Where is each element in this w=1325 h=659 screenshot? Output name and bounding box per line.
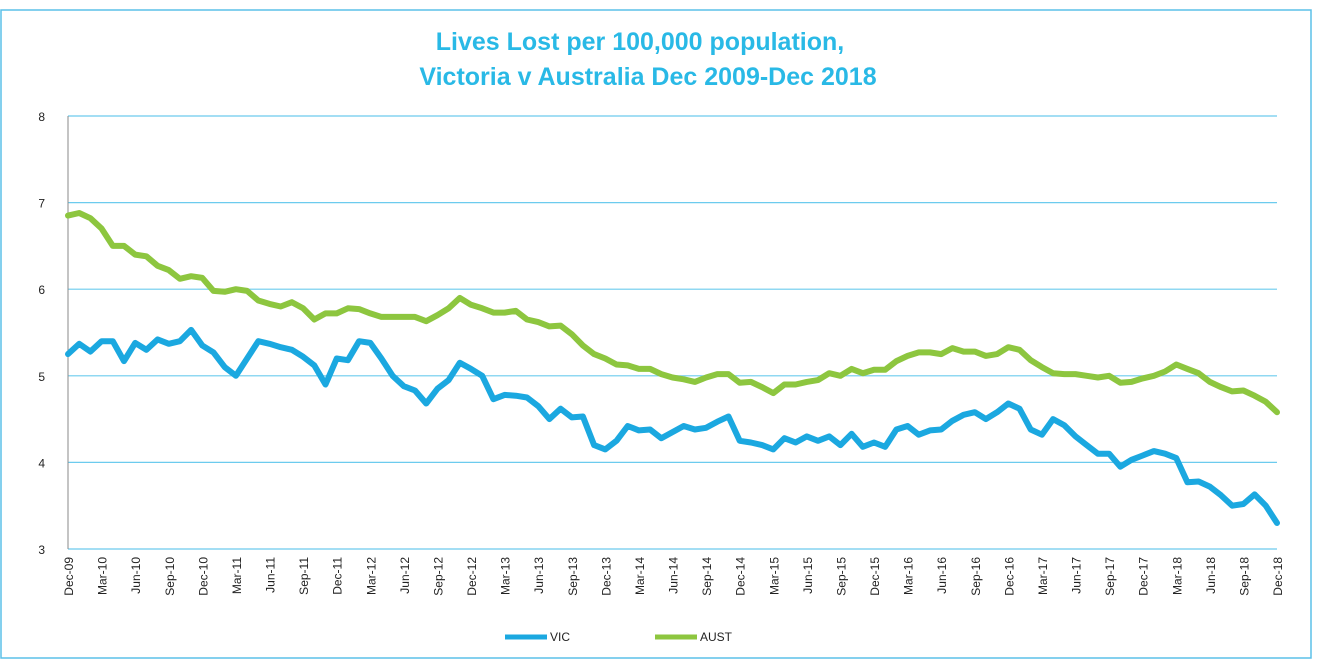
x-tick-label: Jun-10 bbox=[129, 557, 143, 594]
x-tick-label: Mar-14 bbox=[633, 557, 647, 595]
x-tick-label: Sep-18 bbox=[1237, 557, 1251, 596]
x-tick-label: Sep-17 bbox=[1103, 557, 1117, 596]
x-tick-label: Jun-12 bbox=[398, 557, 412, 594]
x-tick-label: Sep-12 bbox=[431, 557, 445, 596]
x-tick-label: Sep-14 bbox=[700, 557, 714, 596]
x-tick-label: Dec-15 bbox=[868, 557, 882, 596]
legend-label: VIC bbox=[550, 630, 570, 644]
x-tick-label: Jun-13 bbox=[532, 557, 546, 594]
x-tick-label: Jun-11 bbox=[264, 557, 278, 593]
legend-label: AUST bbox=[700, 630, 733, 644]
x-tick-label: Dec-10 bbox=[196, 557, 210, 596]
x-tick-label: Mar-18 bbox=[1170, 557, 1184, 595]
x-tick-label: Sep-13 bbox=[566, 557, 580, 596]
x-tick-label: Dec-13 bbox=[599, 557, 613, 596]
x-tick-label: Dec-18 bbox=[1271, 557, 1285, 596]
x-tick-label: Mar-12 bbox=[364, 557, 378, 595]
x-tick-label: Mar-15 bbox=[767, 557, 781, 595]
x-tick-label: Dec-14 bbox=[734, 557, 748, 596]
x-tick-label: Jun-17 bbox=[1070, 557, 1084, 594]
x-tick-label: Sep-15 bbox=[834, 557, 848, 596]
x-tick-label: Mar-10 bbox=[96, 557, 110, 595]
frame bbox=[0, 9, 1312, 659]
series-line bbox=[65, 326, 1280, 526]
x-tick-label: Jun-14 bbox=[667, 557, 681, 594]
y-tick-label: 6 bbox=[38, 283, 45, 297]
x-tick-label: Jun-15 bbox=[801, 557, 815, 594]
x-tick-label: Mar-16 bbox=[902, 557, 916, 595]
x-tick-label: Mar-13 bbox=[499, 557, 513, 595]
x-tick-label: Dec-17 bbox=[1137, 557, 1151, 596]
x-tick-label: Mar-17 bbox=[1036, 557, 1050, 595]
y-tick-label: 4 bbox=[38, 456, 45, 470]
y-tick-label: 3 bbox=[38, 543, 45, 557]
x-tick-label: Dec-16 bbox=[1002, 557, 1016, 596]
series-line bbox=[65, 210, 1280, 416]
x-tick-label: Dec-11 bbox=[331, 557, 345, 595]
x-tick-label: Jun-18 bbox=[1204, 557, 1218, 594]
y-tick-label: 7 bbox=[38, 197, 45, 211]
x-tick-label: Dec-09 bbox=[62, 557, 76, 596]
x-tick-label: Jun-16 bbox=[935, 557, 949, 594]
x-tick-label: Dec-12 bbox=[465, 557, 479, 596]
y-tick-label: 5 bbox=[38, 370, 45, 384]
x-tick-label: Mar-11 bbox=[230, 557, 244, 594]
y-tick-label: 8 bbox=[38, 110, 45, 124]
chart-title: Lives Lost per 100,000 population, bbox=[436, 28, 844, 56]
x-tick-label: Sep-11 bbox=[297, 557, 311, 595]
x-tick-label: Sep-16 bbox=[969, 557, 983, 596]
chart-title: Victoria v Australia Dec 2009-Dec 2018 bbox=[419, 63, 876, 91]
x-tick-label: Sep-10 bbox=[163, 557, 177, 596]
